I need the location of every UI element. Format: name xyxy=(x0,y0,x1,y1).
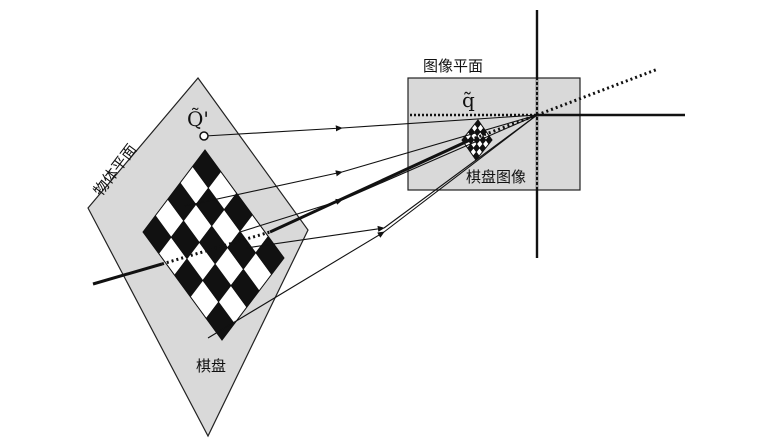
point-q-label: q̃ xyxy=(462,88,475,112)
image-plane-label: 图像平面 xyxy=(423,57,483,75)
principal-ray-dotted-1 xyxy=(161,230,271,266)
chessboard-image-label: 棋盘图像 xyxy=(466,168,526,186)
chessboard-outline xyxy=(142,149,285,341)
point-Q-label: Q̃' xyxy=(187,107,209,131)
chessboard-image-outline xyxy=(461,119,493,161)
principal-ray-solid xyxy=(92,262,163,286)
principal-ray-dotted-2 xyxy=(469,113,538,142)
point-Q-marker xyxy=(199,131,209,141)
principal-ray-ext xyxy=(536,67,659,117)
projection-rays xyxy=(184,114,538,339)
principal-ray-solid-2 xyxy=(269,138,471,234)
chessboard-label: 棋盘 xyxy=(196,357,226,375)
